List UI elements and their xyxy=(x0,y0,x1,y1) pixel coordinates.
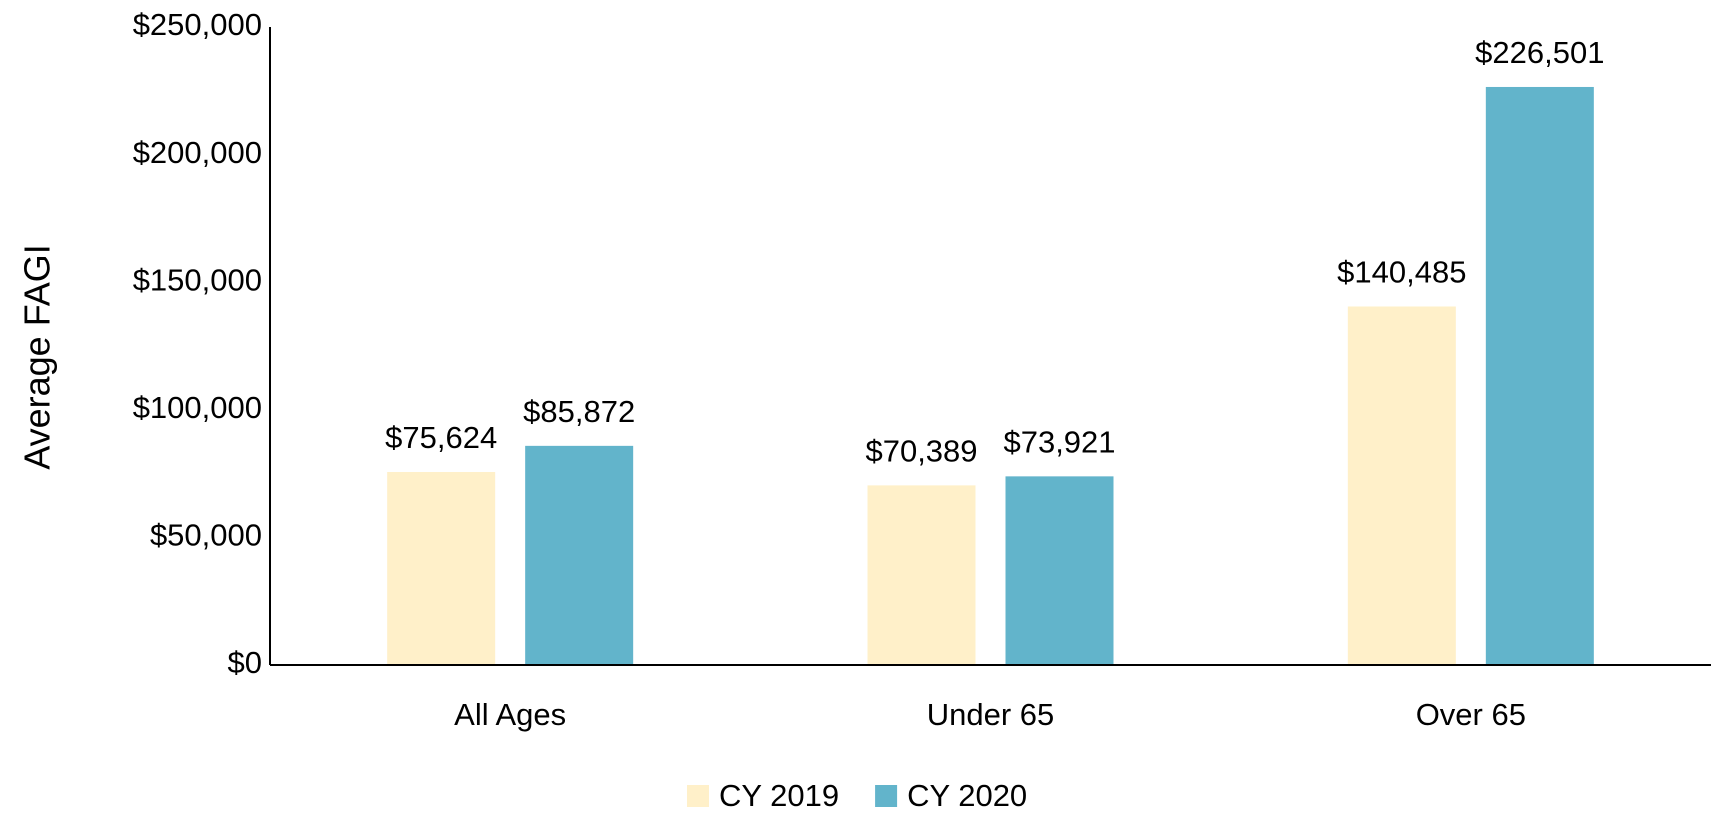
y-tick-label: $250,000 xyxy=(133,7,262,42)
y-axis-label: Average FAGI xyxy=(17,244,58,469)
x-tick-label: Under 65 xyxy=(927,697,1055,732)
value-label: $85,872 xyxy=(523,394,635,429)
y-tick-label: $200,000 xyxy=(133,135,262,170)
value-label: $226,501 xyxy=(1475,35,1604,70)
bar xyxy=(387,472,496,665)
bar xyxy=(1485,86,1594,666)
x-tick-label: Over 65 xyxy=(1416,697,1526,732)
legend-swatch xyxy=(875,785,898,807)
legend-label: CY 2020 xyxy=(907,778,1027,813)
legend-swatch xyxy=(687,785,709,807)
y-tick-label: $50,000 xyxy=(150,518,262,553)
value-label: $140,485 xyxy=(1337,255,1466,290)
y-tick-label: $100,000 xyxy=(133,390,262,425)
bar xyxy=(867,485,976,665)
bar xyxy=(1005,476,1114,665)
legend-label: CY 2019 xyxy=(719,778,839,813)
bar xyxy=(1347,306,1456,665)
value-label: $73,921 xyxy=(1003,425,1115,460)
y-tick-label: $0 xyxy=(228,645,262,680)
y-tick-label: $150,000 xyxy=(133,262,262,297)
value-label: $70,389 xyxy=(865,434,977,469)
bar xyxy=(525,445,634,665)
value-label: $75,624 xyxy=(385,420,497,455)
x-tick-label: All Ages xyxy=(454,697,566,732)
